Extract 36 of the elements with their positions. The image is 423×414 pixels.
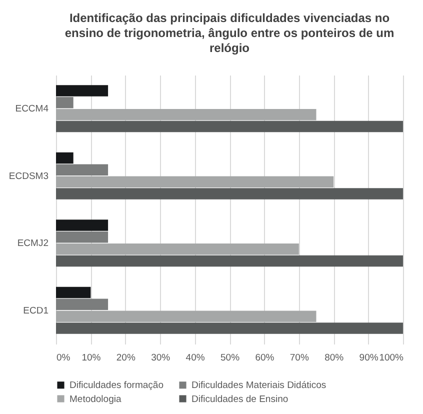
y-tick-label: ECCM4 <box>15 104 48 115</box>
legend-label: Dificuldades formação <box>70 380 164 392</box>
legend-label: Dificuldades Materiais Didáticos <box>192 380 326 392</box>
x-tick-label: 80% <box>324 352 344 364</box>
x-tick-label: 20% <box>116 352 136 364</box>
bar <box>56 322 403 334</box>
legend-label: Dificuldades de Ensino <box>192 394 288 405</box>
bar <box>56 176 334 188</box>
bar <box>56 188 403 200</box>
x-tick-label: 100% <box>379 352 404 364</box>
x-tick-label: 70% <box>290 352 310 364</box>
bar <box>56 232 108 243</box>
y-tick-label: ECMJ2 <box>17 238 48 250</box>
bar <box>56 298 108 310</box>
x-tick-label: 10% <box>82 352 102 364</box>
x-tick-label: 30% <box>151 352 171 364</box>
bar <box>56 286 91 298</box>
y-tick-label: ECDSM3 <box>8 170 48 182</box>
x-tick-label: 50% <box>220 352 240 364</box>
bar <box>56 108 316 120</box>
bar <box>56 85 108 96</box>
x-tick-label: 40% <box>186 352 206 364</box>
bar <box>56 310 316 322</box>
bar <box>56 243 299 255</box>
bar <box>56 164 108 176</box>
bar <box>56 255 403 267</box>
x-tick-label: 60% <box>255 352 275 364</box>
bar <box>56 220 108 231</box>
y-tick-label: ECD1 <box>23 305 48 316</box>
legend-label: Metodologia <box>70 394 122 405</box>
x-tick-label: 90% <box>359 352 379 364</box>
bar <box>56 120 403 132</box>
bar <box>56 97 74 108</box>
chart-title: Identificação das principais dificuldades vivenciadas no ensino de trigonometria, ângulo entre os ponteiros de um relógio <box>64 11 394 55</box>
bar <box>56 152 74 164</box>
x-tick-label: 0% <box>56 352 71 364</box>
